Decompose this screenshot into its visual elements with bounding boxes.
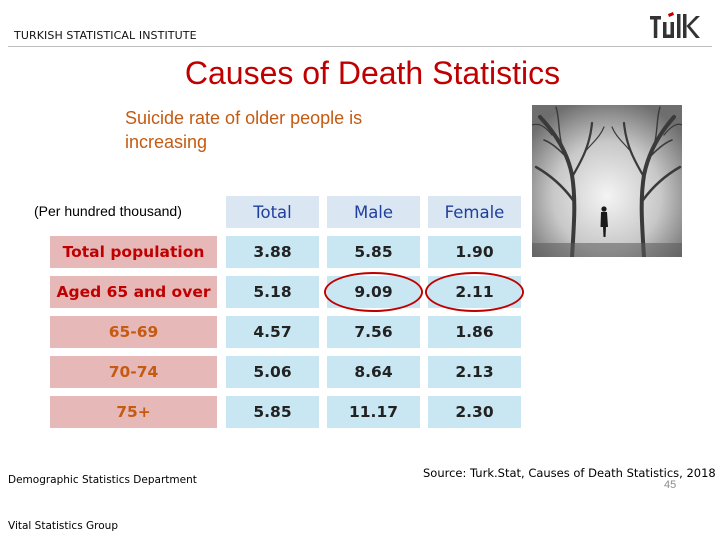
table-cell: 5.06: [226, 356, 319, 388]
row-label: 70-74: [50, 356, 217, 388]
footer-department: Demographic Statistics Department: [8, 474, 197, 486]
row-label: Total population: [50, 236, 217, 268]
foggy-forest-person-photo: [532, 105, 682, 257]
tuik-logo: [650, 12, 700, 38]
highlight-circle: [324, 272, 423, 312]
table-cell: 1.86: [428, 316, 521, 348]
table-cell: 11.17: [327, 396, 420, 428]
column-header-total: Total: [226, 196, 319, 228]
row-label: 75+: [50, 396, 217, 428]
unit-note: (Per hundred thousand): [34, 203, 182, 219]
table-cell: 4.57: [226, 316, 319, 348]
page-title: Causes of Death Statistics: [184, 55, 561, 91]
table-cell: 5.18: [226, 276, 319, 308]
table-cell: 7.56: [327, 316, 420, 348]
page-number: 45: [664, 479, 677, 491]
table-cell: 2.13: [428, 356, 521, 388]
footer-group: Vital Statistics Group: [8, 520, 118, 532]
subtitle: Suicide rate of older people is increasi…: [125, 108, 363, 152]
row-label: Aged 65 and over: [50, 276, 217, 308]
table-cell: 8.64: [327, 356, 420, 388]
highlight-circle: [425, 272, 524, 312]
column-header-female: Female: [428, 196, 521, 228]
header-divider: [8, 46, 712, 47]
table-cell: 2.30: [428, 396, 521, 428]
table-cell: 3.88: [226, 236, 319, 268]
table-cell: 1.90: [428, 236, 521, 268]
table-cell: 5.85: [226, 396, 319, 428]
source-note: Source: Turk.Stat, Causes of Death Stati…: [423, 466, 716, 480]
row-label: 65-69: [50, 316, 217, 348]
organization-name: TURKISH STATISTICAL INSTITUTE: [14, 29, 197, 42]
table-cell: 5.85: [327, 236, 420, 268]
column-header-male: Male: [327, 196, 420, 228]
